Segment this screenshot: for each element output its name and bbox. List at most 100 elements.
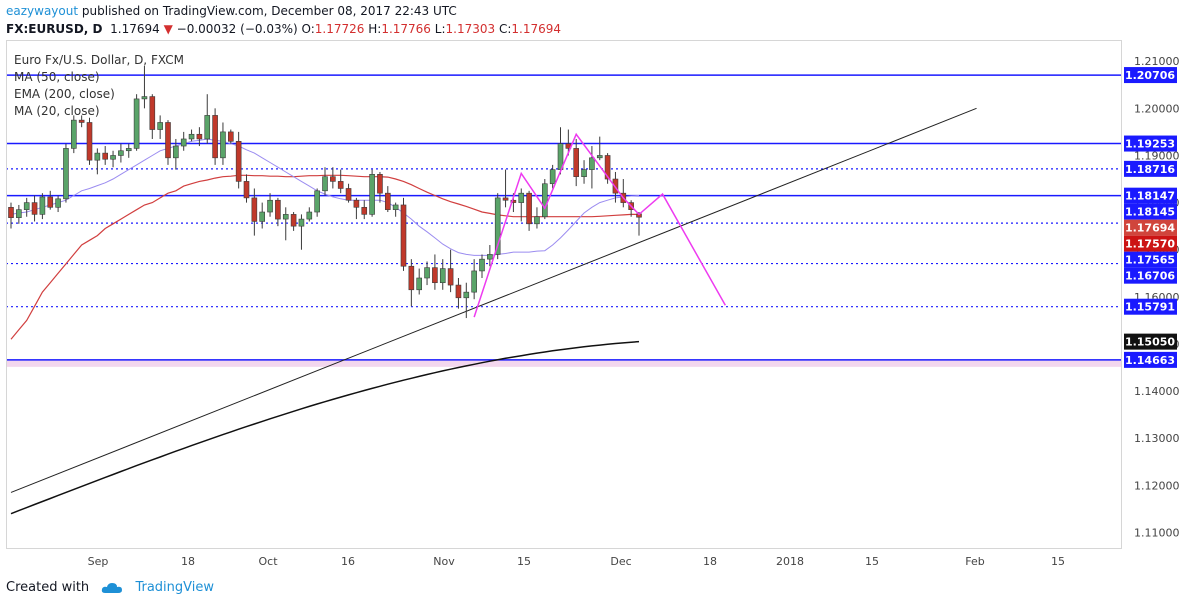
candle[interactable] — [118, 143, 124, 163]
candle[interactable] — [337, 169, 344, 194]
candle-body — [604, 155, 611, 180]
price-label-bg — [1124, 135, 1177, 152]
price-label: 1.17694 — [1124, 219, 1177, 236]
candle[interactable] — [23, 197, 30, 217]
price-label-text: 1.20706 — [1125, 69, 1175, 82]
legend-ema200[interactable]: EMA (200, close) — [14, 87, 115, 101]
candle[interactable] — [243, 174, 250, 203]
candle[interactable] — [322, 167, 328, 196]
candle[interactable] — [275, 197, 281, 227]
candle[interactable] — [220, 122, 226, 165]
candle-body — [463, 291, 470, 299]
candle[interactable] — [353, 197, 360, 220]
candle[interactable] — [377, 171, 383, 203]
candle[interactable] — [298, 214, 305, 250]
candle[interactable] — [416, 268, 423, 295]
ema200-line[interactable] — [10, 340, 640, 515]
candle[interactable] — [212, 108, 218, 165]
price-label-bg — [1124, 267, 1177, 284]
candle[interactable] — [125, 143, 132, 158]
tradingview-link[interactable]: TradingView — [135, 580, 214, 595]
candle[interactable] — [259, 202, 266, 229]
candle[interactable] — [534, 207, 540, 229]
candle[interactable] — [604, 153, 611, 184]
candle[interactable] — [518, 188, 525, 222]
candle[interactable] — [8, 202, 14, 229]
candle[interactable] — [188, 129, 195, 142]
candle[interactable] — [235, 131, 242, 189]
candle[interactable] — [149, 94, 156, 139]
candle[interactable] — [282, 207, 289, 241]
price-label-text: 1.15050 — [1125, 336, 1175, 349]
candle[interactable] — [424, 261, 430, 286]
pattern-projection[interactable] — [473, 132, 727, 318]
candle[interactable] — [408, 259, 415, 307]
legend-ma50[interactable]: MA (50, close) — [14, 70, 100, 84]
candle[interactable] — [447, 249, 454, 293]
candle[interactable] — [47, 190, 54, 210]
candle[interactable] — [620, 179, 627, 208]
candle[interactable] — [502, 169, 509, 208]
candle-body — [110, 155, 116, 160]
candle[interactable] — [173, 138, 179, 170]
candle[interactable] — [636, 212, 642, 236]
candle[interactable] — [31, 195, 38, 222]
price-label: 1.17565 — [1124, 251, 1177, 268]
candle[interactable] — [463, 282, 470, 319]
candle[interactable] — [228, 129, 234, 144]
candle-body — [235, 141, 242, 182]
candle[interactable] — [549, 164, 556, 189]
candle[interactable] — [204, 94, 211, 144]
legend-ma20[interactable]: MA (20, close) — [14, 104, 100, 118]
open-label: O: — [301, 22, 315, 36]
candle[interactable] — [16, 204, 22, 224]
candle[interactable] — [86, 117, 93, 165]
candle[interactable] — [330, 167, 336, 189]
candle[interactable] — [439, 259, 446, 290]
candle[interactable] — [345, 183, 352, 203]
candle[interactable] — [78, 115, 85, 128]
candle[interactable] — [133, 94, 140, 151]
candle[interactable] — [290, 212, 297, 231]
candle[interactable] — [479, 254, 485, 279]
candle[interactable] — [157, 115, 163, 139]
candle[interactable] — [251, 188, 258, 236]
candle[interactable] — [494, 193, 501, 260]
candle[interactable] — [314, 188, 320, 217]
candle[interactable] — [573, 138, 580, 187]
candle[interactable] — [110, 150, 116, 168]
candle[interactable] — [581, 160, 587, 184]
candle[interactable] — [180, 131, 187, 151]
candle[interactable] — [141, 65, 148, 109]
candle[interactable] — [63, 143, 69, 203]
candle[interactable] — [55, 195, 61, 213]
x-tick-label: Sep — [88, 555, 109, 568]
candle[interactable] — [102, 146, 108, 165]
candle[interactable] — [71, 115, 77, 154]
candle[interactable] — [306, 207, 313, 222]
candle[interactable] — [400, 197, 407, 271]
price-label-bg — [1124, 160, 1177, 177]
candle[interactable] — [455, 278, 462, 309]
candle[interactable] — [39, 193, 46, 220]
candle[interactable] — [541, 179, 548, 220]
candle[interactable] — [589, 146, 595, 189]
candle[interactable] — [392, 202, 399, 217]
candle[interactable] — [267, 193, 273, 217]
candle[interactable] — [487, 245, 493, 267]
candle-body — [384, 192, 391, 210]
y-tick-label: 1.14000 — [1134, 385, 1180, 398]
author-link[interactable]: eazywayout — [6, 4, 79, 18]
candle[interactable] — [384, 186, 391, 213]
candle[interactable] — [165, 120, 171, 165]
candle[interactable] — [596, 136, 603, 161]
candle[interactable] — [432, 254, 438, 290]
trend-line[interactable] — [10, 107, 977, 493]
candle[interactable] — [94, 148, 101, 175]
candle[interactable] — [361, 200, 368, 220]
candle[interactable] — [526, 190, 532, 231]
candle[interactable] — [196, 127, 203, 147]
candle[interactable] — [471, 259, 477, 300]
candle[interactable] — [369, 169, 375, 217]
